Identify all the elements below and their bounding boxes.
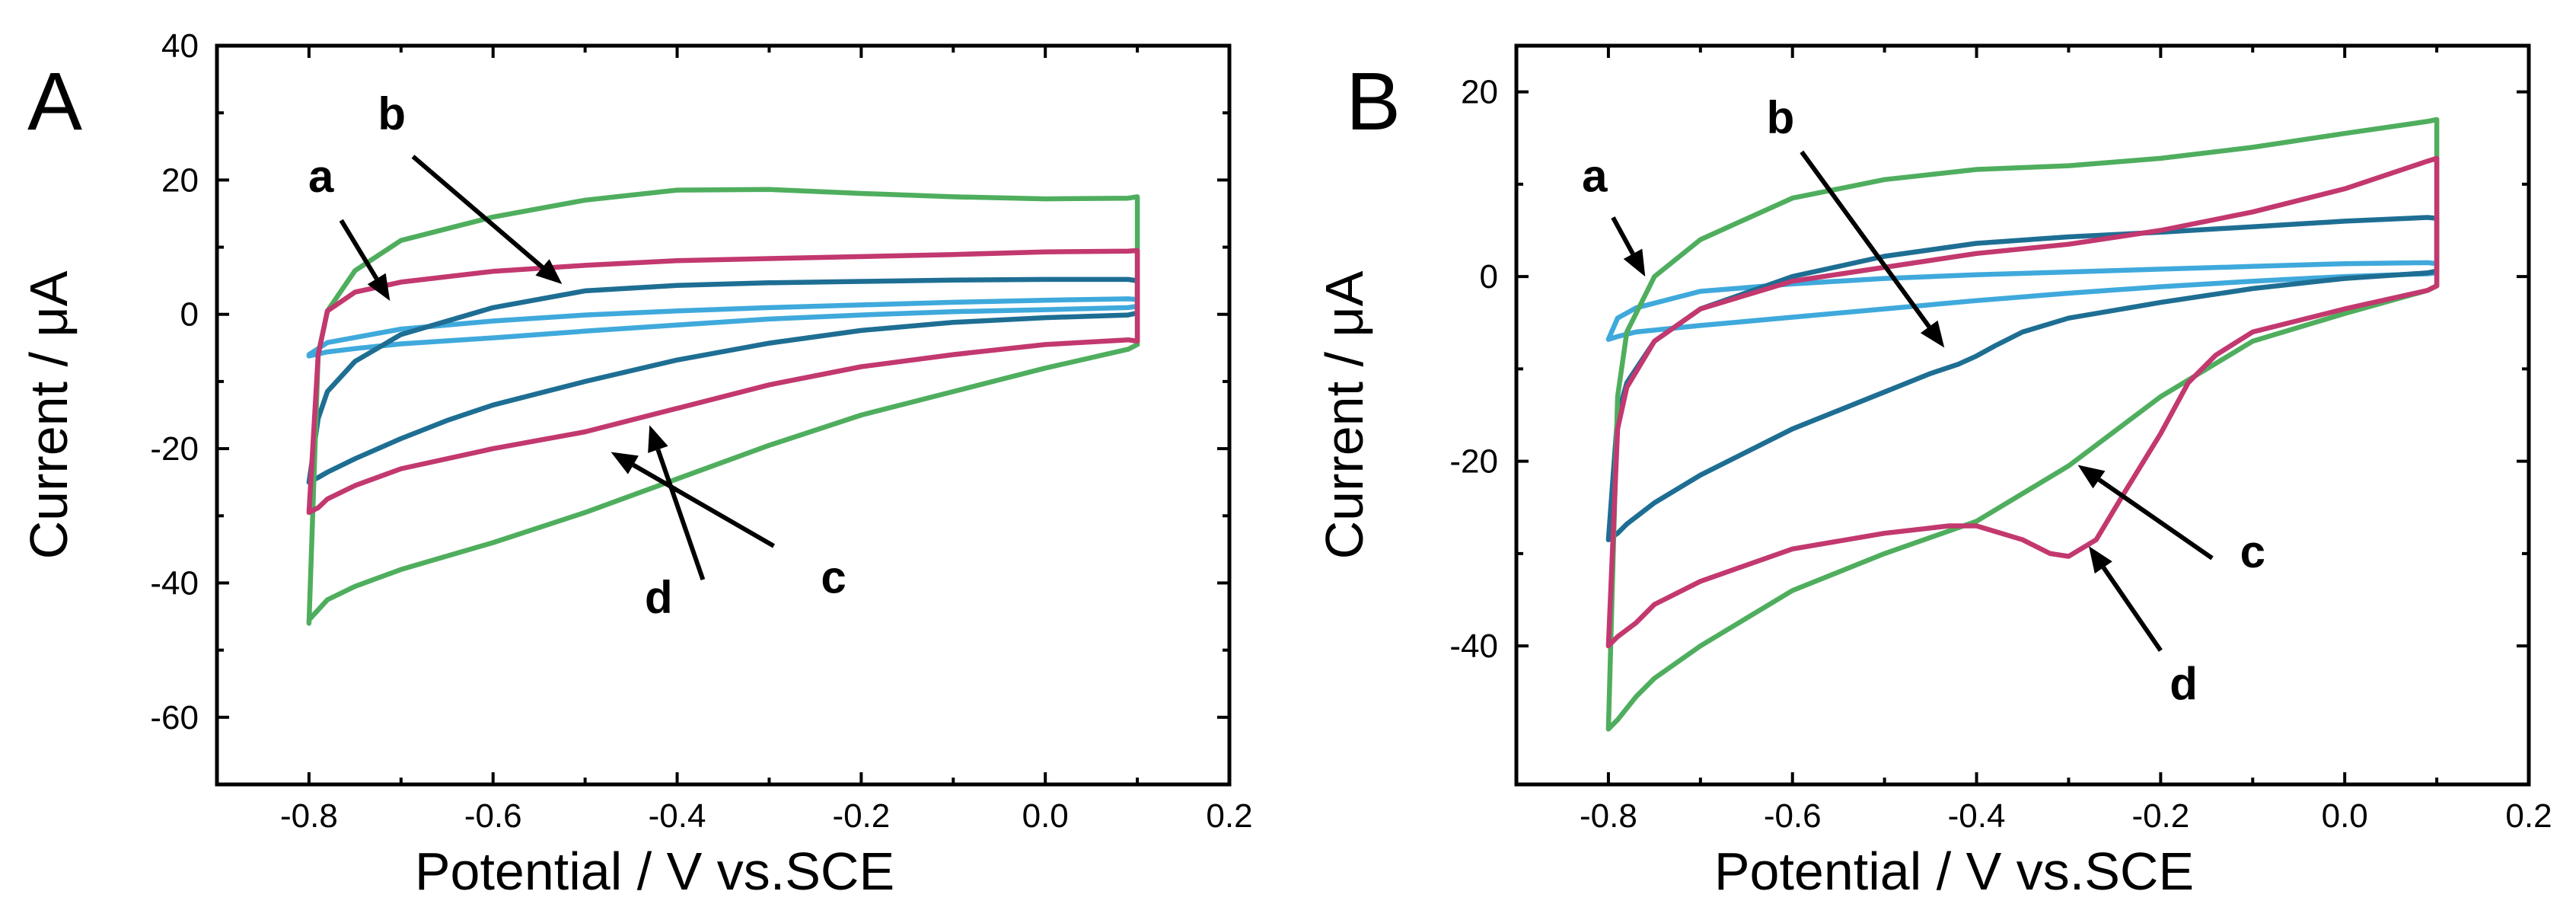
x-tick-label: -0.8 [280, 797, 338, 835]
y-tick-label: 20 [1461, 74, 1498, 111]
y-tick-label: 0 [180, 296, 199, 334]
annotation-arrow-d [655, 449, 706, 581]
plot-frame [1514, 43, 2531, 787]
y-axis-title: Current / μA [19, 270, 78, 559]
x-tick-label: 0.2 [1206, 797, 1252, 835]
annotation-arrowhead-c [611, 452, 639, 474]
y-tick-label: -60 [150, 699, 199, 736]
annotation-arrowhead-c [2077, 465, 2106, 489]
annotation-arrow-d [2101, 566, 2163, 652]
x-tick-label: -0.8 [1580, 797, 1637, 835]
cv-curve-c [1605, 117, 2440, 732]
x-tick-label: -0.6 [1764, 797, 1822, 835]
x-tick-label: 0.2 [2505, 797, 2552, 835]
annotation-arrow-b [1800, 150, 1931, 328]
annotation-arrow-c [2097, 478, 2214, 561]
annotation-arrow-a [339, 219, 379, 280]
x-axis-title: Potential / V vs.SCE [415, 842, 894, 901]
y-tick-label: -20 [1449, 443, 1498, 481]
annotation-arrowhead-a [1623, 248, 1646, 277]
curve-label-a: a [1582, 151, 1608, 202]
x-tick-label: 0.0 [1022, 797, 1069, 835]
panel-label: A [27, 55, 82, 147]
cv-curve-d [1605, 155, 2440, 649]
y-axis-title: Current / μA [1315, 270, 1374, 559]
y-tick-label: 20 [161, 161, 199, 199]
annotation-arrow-c [632, 462, 775, 548]
annotation-arrowhead-b [1920, 320, 1945, 348]
y-tick-label: -40 [1449, 628, 1498, 665]
curve-label-d: d [645, 572, 673, 623]
x-tick-label: -0.6 [464, 797, 522, 835]
y-tick-label: -40 [150, 564, 199, 602]
y-tick-label: 0 [1480, 258, 1498, 295]
curve-label-c: c [2240, 526, 2265, 577]
x-tick-label: -0.2 [832, 797, 890, 835]
curve-label-b: b [1767, 92, 1795, 143]
curve-label-a: a [308, 151, 334, 202]
curve-label-d: d [2170, 658, 2198, 709]
y-tick-label: -20 [150, 430, 199, 468]
annotation-arrowhead-b [535, 259, 563, 285]
cv-curve-d [306, 248, 1140, 516]
curve-label-c: c [821, 552, 846, 603]
annotation-arrow-b [411, 155, 544, 270]
x-tick-label: 0.0 [2322, 797, 2368, 835]
cv-curve-b [1605, 215, 2440, 542]
x-tick-label: -0.2 [2131, 797, 2189, 835]
chart-panel-b: B -0.8 -0.6 -0.4 -0.2 0.0 0.2 -40 -20 0 20 a b c d Pote… [1315, 43, 2552, 901]
panel-label: B [1346, 55, 1401, 147]
x-tick-label: -0.4 [649, 797, 706, 835]
y-tick-label: 40 [161, 27, 199, 65]
curve-label-b: b [378, 88, 406, 139]
annotation-arrowhead-a [367, 273, 391, 302]
annotation-arrowhead-d [648, 425, 668, 453]
x-tick-label: -0.4 [1948, 797, 2006, 835]
chart-panel-a: A -0.8 -0.6 -0.4 -0.2 0.0 0.2 -60 -40 -20 0 20 40 ab c… [19, 27, 1253, 901]
x-axis-title: Potential / V vs.SCE [1714, 842, 2194, 901]
plot-frame [215, 43, 1232, 787]
annotation-arrowhead-d [2089, 546, 2112, 574]
annotation-arrow-a [1611, 216, 1635, 255]
